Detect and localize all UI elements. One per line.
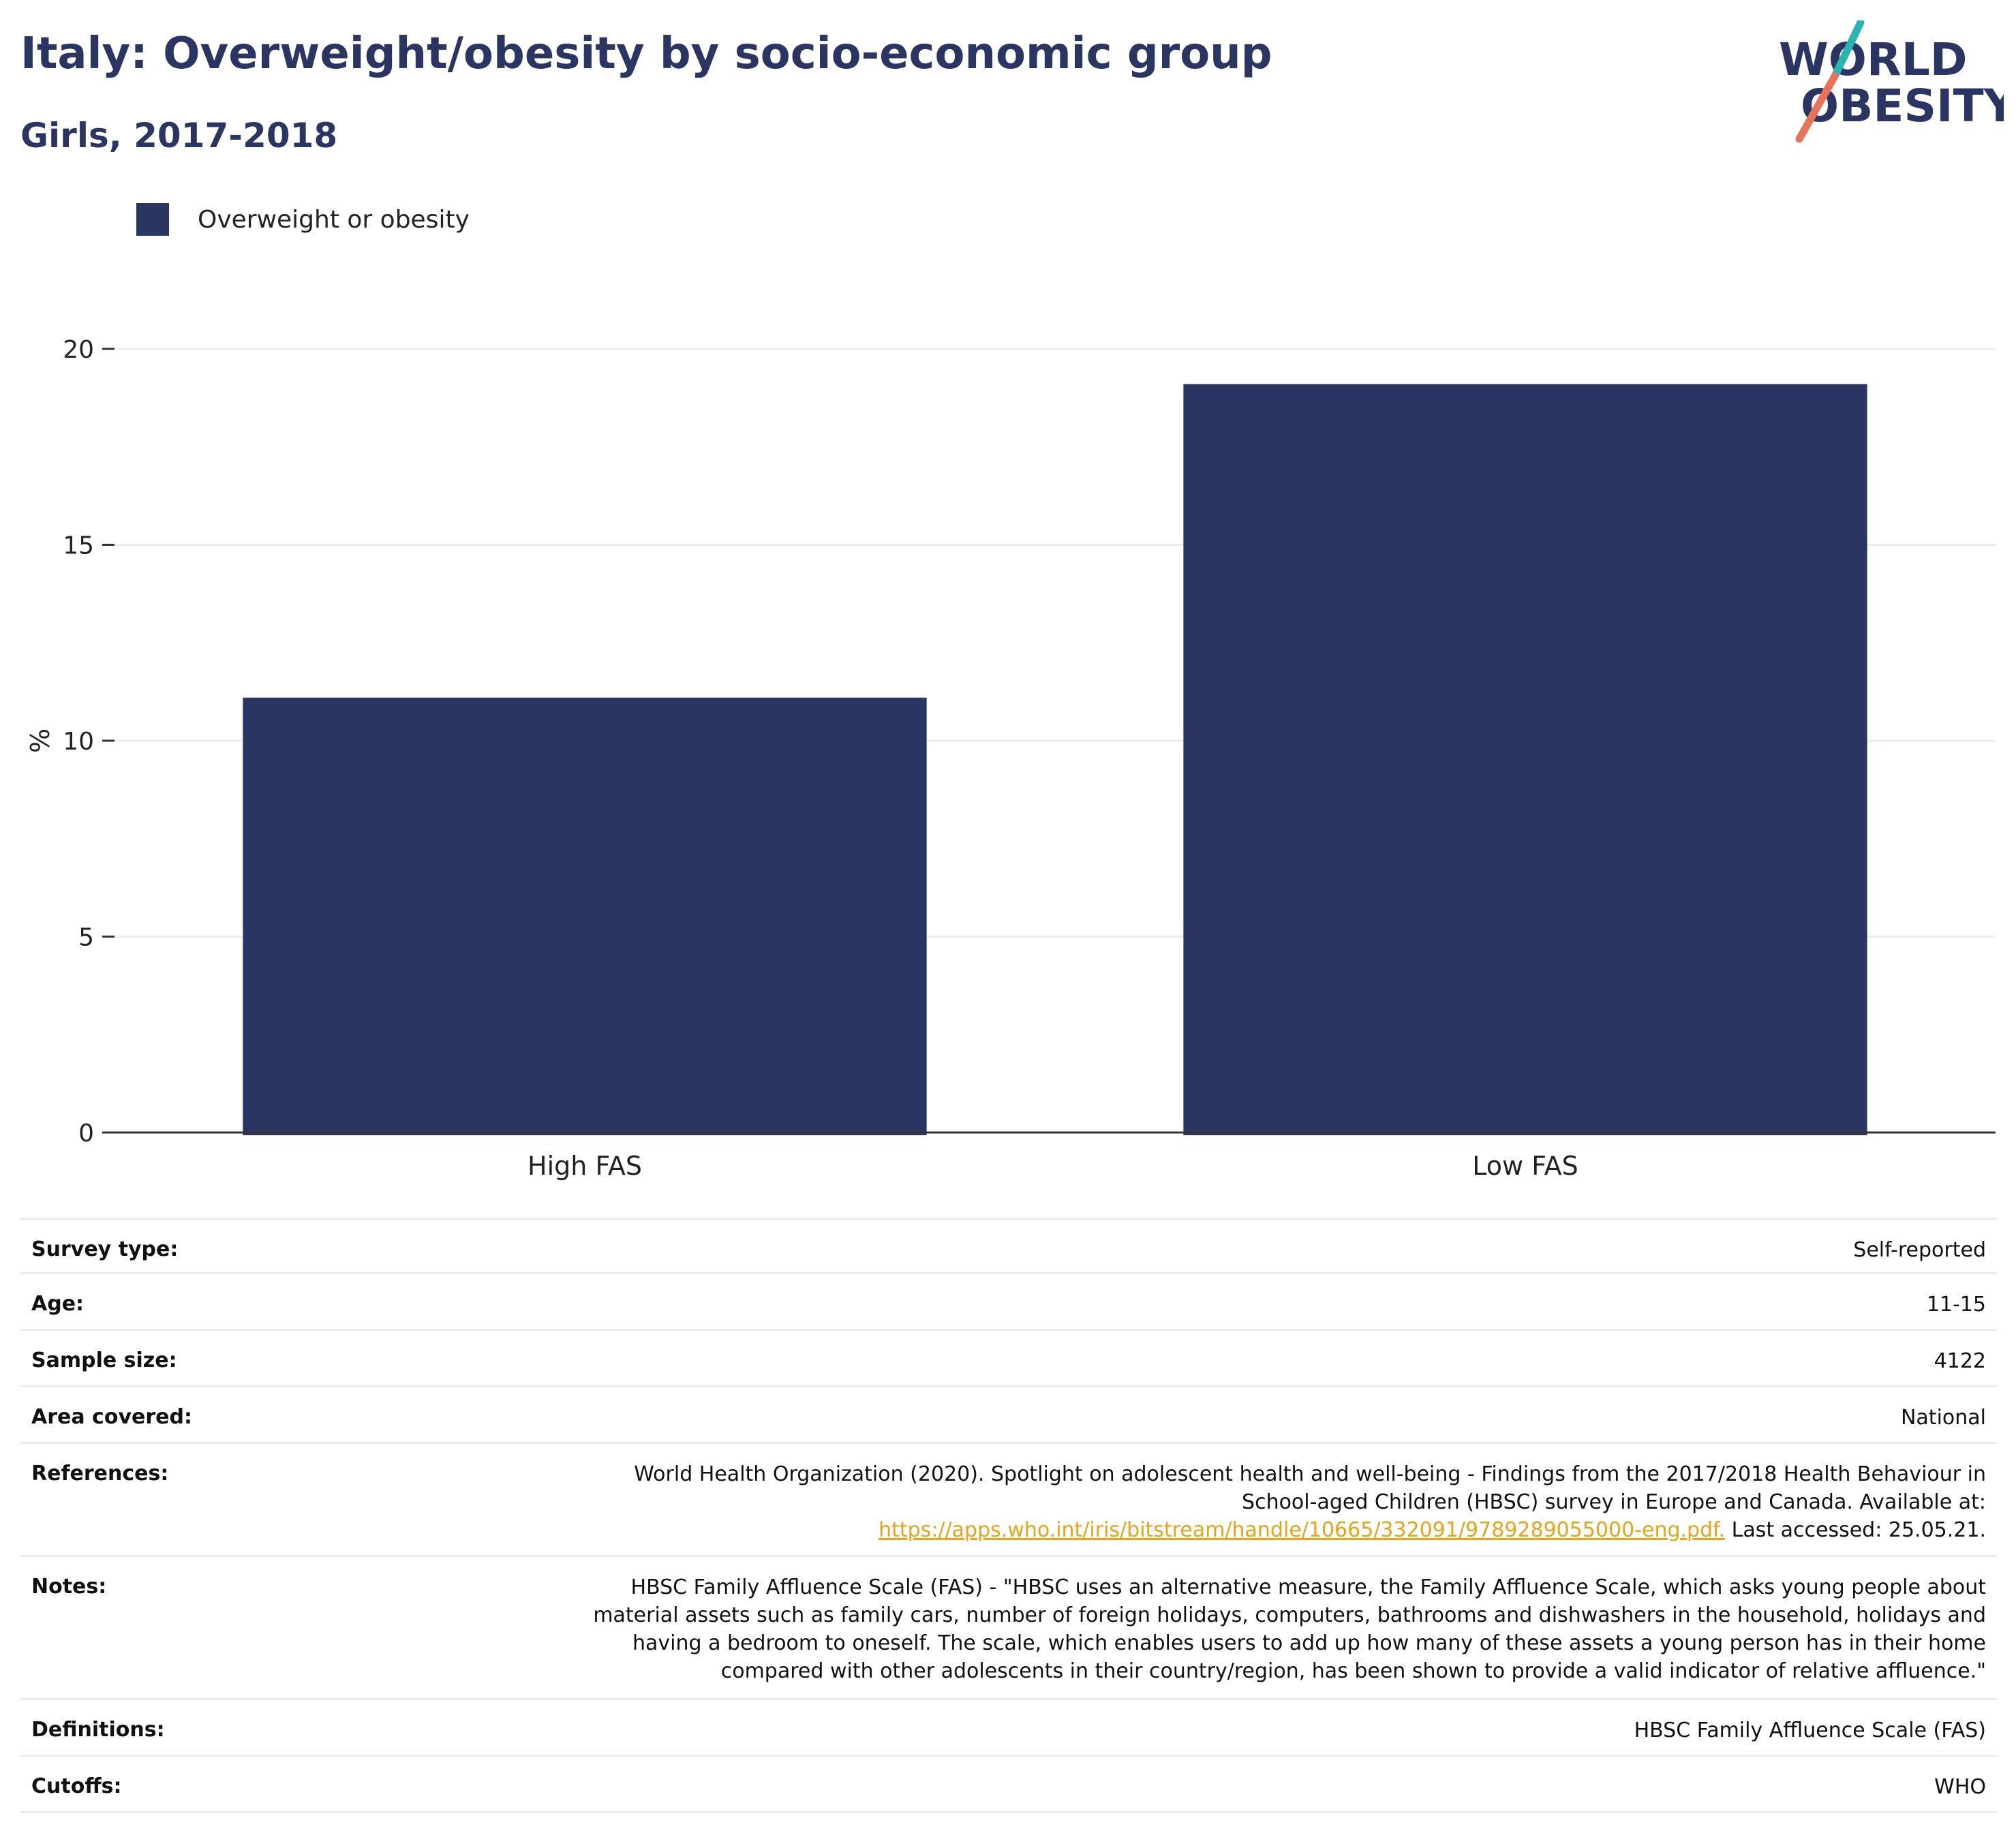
info-label: Area covered: — [31, 1405, 192, 1429]
notes-line-3: having a bedroom to oneself. The scale, … — [632, 1631, 1986, 1655]
bar — [243, 697, 927, 1135]
notes-line-2: material assets such as family cars, num… — [593, 1603, 1986, 1627]
world-obesity-logo: WORLD OBESITY — [1779, 20, 2004, 143]
info-value: 11-15 — [1926, 1293, 1986, 1316]
info-label: Age: — [31, 1292, 85, 1316]
legend-label: Overweight or obesity — [198, 205, 470, 234]
references-suffix: Last accessed: 25.05.21. — [1725, 1518, 1986, 1542]
bar-chart: 0 5 10 15 20% High FAS Low FAS — [25, 336, 1996, 1181]
notes-text: HBSC Family Affluence Scale (FAS) - "HBS… — [593, 1557, 1986, 1685]
info-row-definitions: Definitions: HBSC Family Affluence Scale… — [20, 1700, 1997, 1757]
info-label: Cutoffs: — [31, 1774, 122, 1798]
info-label: Notes: — [31, 1575, 107, 1599]
info-row-notes: Notes: HBSC Family Affluence Scale (FAS)… — [20, 1557, 1997, 1700]
logo-line1: WORLD — [1779, 33, 1968, 86]
chart-title: Italy: Overweight/obesity by socio-econo… — [20, 29, 1272, 79]
info-value: 4122 — [1934, 1349, 1986, 1373]
legend-swatch — [136, 203, 169, 236]
logo-line2: OBESITY — [1801, 80, 2004, 132]
info-table: Survey type: Self-reported Age: 11-15 Sa… — [20, 1218, 1997, 1813]
bar — [1183, 384, 1867, 1135]
info-label: Survey type: — [31, 1237, 179, 1261]
y-tick-label: 0 — [78, 1120, 94, 1148]
chart-legend: Overweight or obesity — [136, 203, 470, 236]
x-tick-label: High FAS — [528, 1151, 642, 1181]
references-text: World Health Organization (2020). Spotli… — [634, 1444, 1986, 1544]
info-label: Sample size: — [31, 1349, 177, 1372]
x-tick-label: Low FAS — [1472, 1151, 1578, 1181]
info-value: HBSC Family Affluence Scale (FAS) — [1634, 1719, 1986, 1742]
references-line-2: School-aged Children (HBSC) survey in Eu… — [1242, 1490, 1986, 1514]
logo-slash-bottom — [1795, 72, 1839, 143]
notes-line-4: compared with other adolescents in their… — [720, 1659, 1986, 1683]
notes-line-1: HBSC Family Affluence Scale (FAS) - "HBS… — [630, 1575, 1986, 1599]
info-label: References: — [31, 1462, 169, 1485]
info-row-age: Age: 11-15 — [20, 1274, 1997, 1331]
references-line-1: World Health Organization (2020). Spotli… — [634, 1462, 1986, 1486]
info-row-cutoffs: Cutoffs: WHO — [20, 1757, 1997, 1813]
y-tick-label: 20 — [63, 336, 94, 364]
y-axis-title: % — [25, 728, 55, 753]
info-value: Self-reported — [1853, 1238, 1986, 1262]
info-label: Definitions: — [31, 1718, 165, 1742]
info-row-sample-size: Sample size: 4122 — [20, 1331, 1997, 1387]
info-row-area-covered: Area covered: National — [20, 1387, 1997, 1444]
logo-slash-top — [1831, 20, 1865, 80]
chart-subtitle: Girls, 2017-2018 — [20, 116, 338, 155]
y-tick-label: 10 — [63, 728, 94, 756]
info-row-survey-type: Survey type: Self-reported — [20, 1218, 1997, 1274]
info-value: National — [1900, 1406, 1986, 1430]
reference-link[interactable]: https://apps.who.int/iris/bitstream/hand… — [879, 1518, 1726, 1542]
info-value: WHO — [1934, 1775, 1986, 1799]
info-row-references: References: World Health Organization (2… — [20, 1444, 1997, 1557]
y-tick-label: 5 — [78, 924, 94, 952]
y-tick-label: 15 — [63, 532, 94, 560]
